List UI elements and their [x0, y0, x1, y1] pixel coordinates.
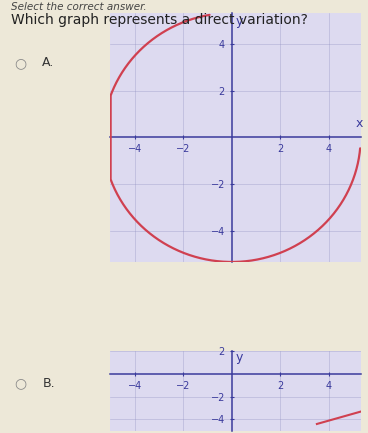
Text: Which graph represents a direct variation?: Which graph represents a direct variatio… [11, 13, 308, 27]
Text: B.: B. [42, 377, 55, 390]
Text: A.: A. [42, 56, 54, 69]
Text: x: x [356, 117, 363, 130]
Text: y: y [236, 15, 243, 28]
Text: Select the correct answer.: Select the correct answer. [11, 2, 147, 12]
Text: y: y [236, 351, 243, 364]
Text: ○: ○ [15, 376, 27, 390]
Text: ○: ○ [15, 56, 27, 70]
